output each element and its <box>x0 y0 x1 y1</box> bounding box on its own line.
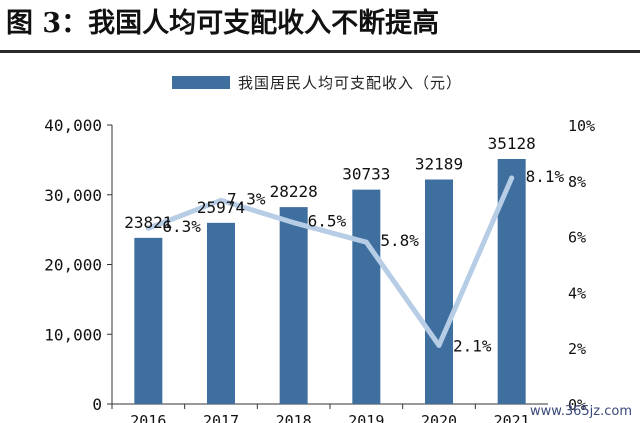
line-point <box>291 220 297 226</box>
bar-data-label: 30733 <box>342 165 390 184</box>
growth-line <box>145 175 515 348</box>
line-data-label: 6.3% <box>162 217 201 236</box>
y-left-tick-label: 20,000 <box>44 256 102 275</box>
line-point <box>218 197 224 203</box>
x-tick-label: 2017 <box>203 412 239 423</box>
line-point <box>145 225 151 231</box>
title-underline <box>0 50 640 53</box>
y-left-tick-label: 30,000 <box>44 186 102 205</box>
x-tick-label: 2020 <box>421 412 457 423</box>
y-right-tick-label: 10% <box>568 117 595 135</box>
chart-axes: 0 10,000 20,000 30,000 40,000 0% 2% 4% 6% 8% 10% 20… <box>44 116 595 423</box>
line-point <box>436 342 442 348</box>
y-right-tick-label: 6% <box>568 229 586 247</box>
x-tick-label: 2016 <box>130 412 166 423</box>
bar <box>279 207 308 404</box>
legend-swatch-income <box>172 75 230 89</box>
line-data-label: 6.5% <box>308 212 347 231</box>
chart-legend: 我国居民人均可支配收入（元） <box>172 70 462 94</box>
bar <box>425 179 453 404</box>
bar-data-label: 32189 <box>415 154 463 173</box>
bar <box>134 237 163 404</box>
watermark: www.365jz.com <box>530 404 632 419</box>
y-left-tick-label: 10,000 <box>44 325 102 344</box>
y-right-tick-label: 8% <box>568 173 586 191</box>
bar-data-label: 25974 <box>197 198 245 217</box>
line-data-label: 8.1% <box>526 167 565 186</box>
y-right-tick-label: 2% <box>568 340 586 358</box>
bar-data-label: 23821 <box>124 213 172 232</box>
bar-series <box>134 158 526 404</box>
bar <box>207 222 235 404</box>
line-point <box>509 175 515 181</box>
line-data-label: 7.3% <box>227 189 266 208</box>
data-labels: 23821 25974 28228 30733 32189 35128 6.3% 7.3% 6.… <box>124 134 564 355</box>
y-left-tick-label: 40,000 <box>44 116 102 135</box>
bar <box>352 189 381 404</box>
y-left-tick-label: 0 <box>92 395 102 414</box>
line-series <box>145 175 515 348</box>
line-data-label: 2.1% <box>453 336 492 355</box>
x-tick-label: 2019 <box>348 412 384 423</box>
x-tick-label: 2018 <box>276 412 312 423</box>
y-right-tick-label: 4% <box>568 284 586 302</box>
bar-data-label: 28228 <box>270 182 318 201</box>
figure-title: 图 3：我国人均可支配收入不断提高 <box>6 8 440 39</box>
y-right-tick-label: 0% <box>568 396 586 414</box>
x-tick-label: 2021 <box>494 412 530 423</box>
line-point <box>363 239 369 245</box>
legend-label-income: 我国居民人均可支配收入（元） <box>238 73 463 92</box>
line-data-label: 5.8% <box>380 231 419 250</box>
bar-data-label: 35128 <box>488 134 536 153</box>
